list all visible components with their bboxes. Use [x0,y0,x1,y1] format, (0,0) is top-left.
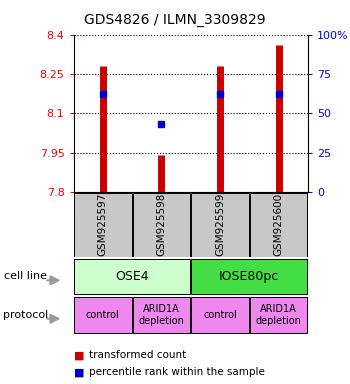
Text: IOSE80pc: IOSE80pc [219,270,280,283]
Bar [250,193,307,257]
Text: ■: ■ [74,350,84,360]
Bar [191,297,249,333]
Bar [74,193,132,257]
Text: GSM925599: GSM925599 [215,193,225,257]
Text: GDS4826 / ILMN_3309829: GDS4826 / ILMN_3309829 [84,13,266,27]
Text: GSM925597: GSM925597 [98,193,108,257]
Text: ARID1A
depletion: ARID1A depletion [256,304,302,326]
Text: ■: ■ [74,367,84,377]
Text: cell line: cell line [4,271,47,281]
Bar [250,297,307,333]
Bar [133,297,190,333]
Bar [191,193,249,257]
Text: GSM925598: GSM925598 [156,193,167,257]
Text: OSE4: OSE4 [115,270,149,283]
Text: protocol: protocol [4,310,49,320]
Text: percentile rank within the sample: percentile rank within the sample [89,367,265,377]
Text: ARID1A
depletion: ARID1A depletion [139,304,184,326]
Bar [74,259,190,294]
Text: control: control [86,310,120,320]
Text: GSM925600: GSM925600 [274,193,284,256]
Text: transformed count: transformed count [89,350,187,360]
Bar [191,259,307,294]
Text: control: control [203,310,237,320]
Bar [133,193,190,257]
Bar [74,297,132,333]
